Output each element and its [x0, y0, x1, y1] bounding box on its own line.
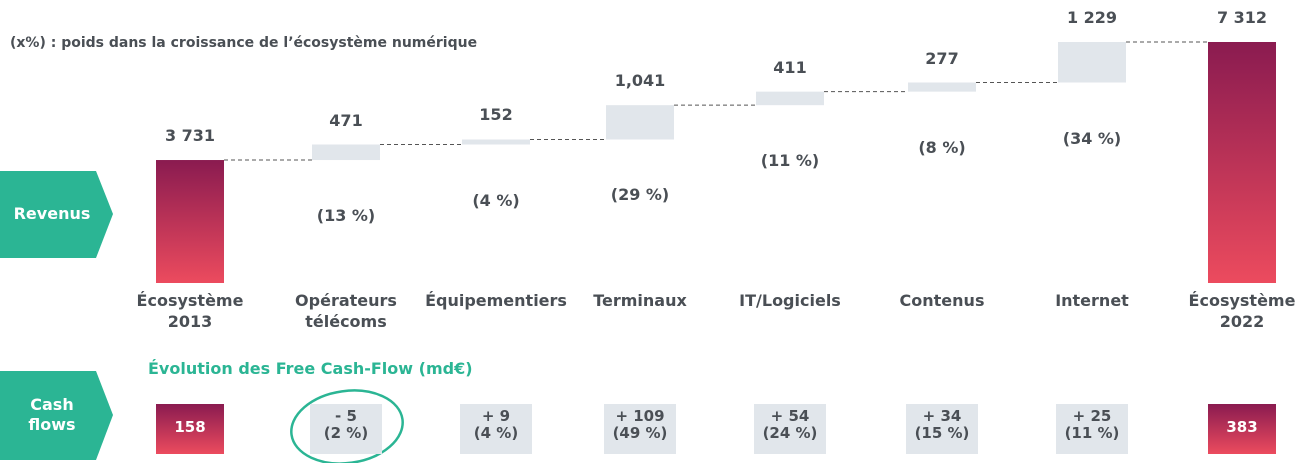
cash-share: (24 %): [762, 424, 818, 442]
cash-share: (11 %): [1064, 424, 1120, 442]
cash-box: [754, 404, 826, 454]
bar: [1058, 42, 1126, 83]
bar: [312, 144, 380, 161]
share-label: (4 %): [472, 190, 520, 210]
bar: [1208, 42, 1276, 283]
cash-share: (2 %): [323, 424, 369, 442]
cash-label: - 5: [335, 407, 357, 425]
row-label: Revenus: [13, 204, 91, 223]
category-label: Équipementiers: [425, 291, 567, 310]
value-label: 471: [329, 110, 363, 130]
value-label: 1 229: [1066, 8, 1118, 27]
cash-label: + 25: [1072, 407, 1112, 425]
category-label: Écosystème 2013: [136, 291, 244, 331]
cash-share: (4 %): [473, 424, 519, 442]
row-arrow: [0, 371, 113, 460]
value-label: 7 312: [1216, 8, 1268, 27]
share-label: (34 %): [1062, 128, 1122, 148]
cash-box: [460, 404, 532, 454]
category-label: Contenus: [899, 291, 985, 310]
value-label: 3 731: [164, 126, 216, 146]
category-label: IT/Logiciels: [739, 291, 841, 310]
share-label: (29 %): [610, 185, 670, 205]
row-label: Cash flows: [28, 395, 76, 434]
bar: [606, 105, 674, 140]
note: (x%) : poids dans la croissance de l’éco…: [10, 35, 478, 51]
bar: [756, 91, 824, 106]
share-label: (11 %): [760, 151, 820, 171]
bar: [908, 82, 976, 92]
subtitle: Évolution des Free Cash-Flow (md€): [148, 359, 473, 378]
cash-label: 158: [174, 418, 206, 436]
value-label: 277: [925, 48, 959, 68]
cash-label: + 9: [481, 407, 511, 425]
cash-box: [1208, 404, 1276, 454]
category-label: Opérateurs télécoms: [295, 291, 397, 331]
category-label: Écosystème 2022: [1188, 291, 1296, 331]
cash-box: [1056, 404, 1128, 454]
cash-box: [156, 404, 224, 454]
category-label: Terminaux: [593, 291, 687, 310]
value-label: 1,041: [614, 71, 666, 91]
cash-label: 383: [1226, 418, 1258, 436]
row-arrow: [0, 171, 113, 258]
category-label: Internet: [1055, 291, 1129, 310]
bar: [156, 160, 224, 283]
cash-label: + 54: [770, 407, 810, 425]
cash-box: [604, 404, 676, 454]
cash-label: + 109: [615, 407, 665, 425]
cash-box: [906, 404, 978, 454]
share-label: (8 %): [918, 137, 966, 157]
cash-box: [310, 404, 382, 454]
value-label: 411: [773, 57, 807, 77]
cash-share: (15 %): [914, 424, 970, 442]
share-label: (13 %): [316, 206, 376, 226]
bar: [462, 139, 530, 145]
value-label: 152: [479, 105, 513, 125]
cash-label: + 34: [922, 407, 962, 425]
cash-share: (49 %): [612, 424, 668, 442]
